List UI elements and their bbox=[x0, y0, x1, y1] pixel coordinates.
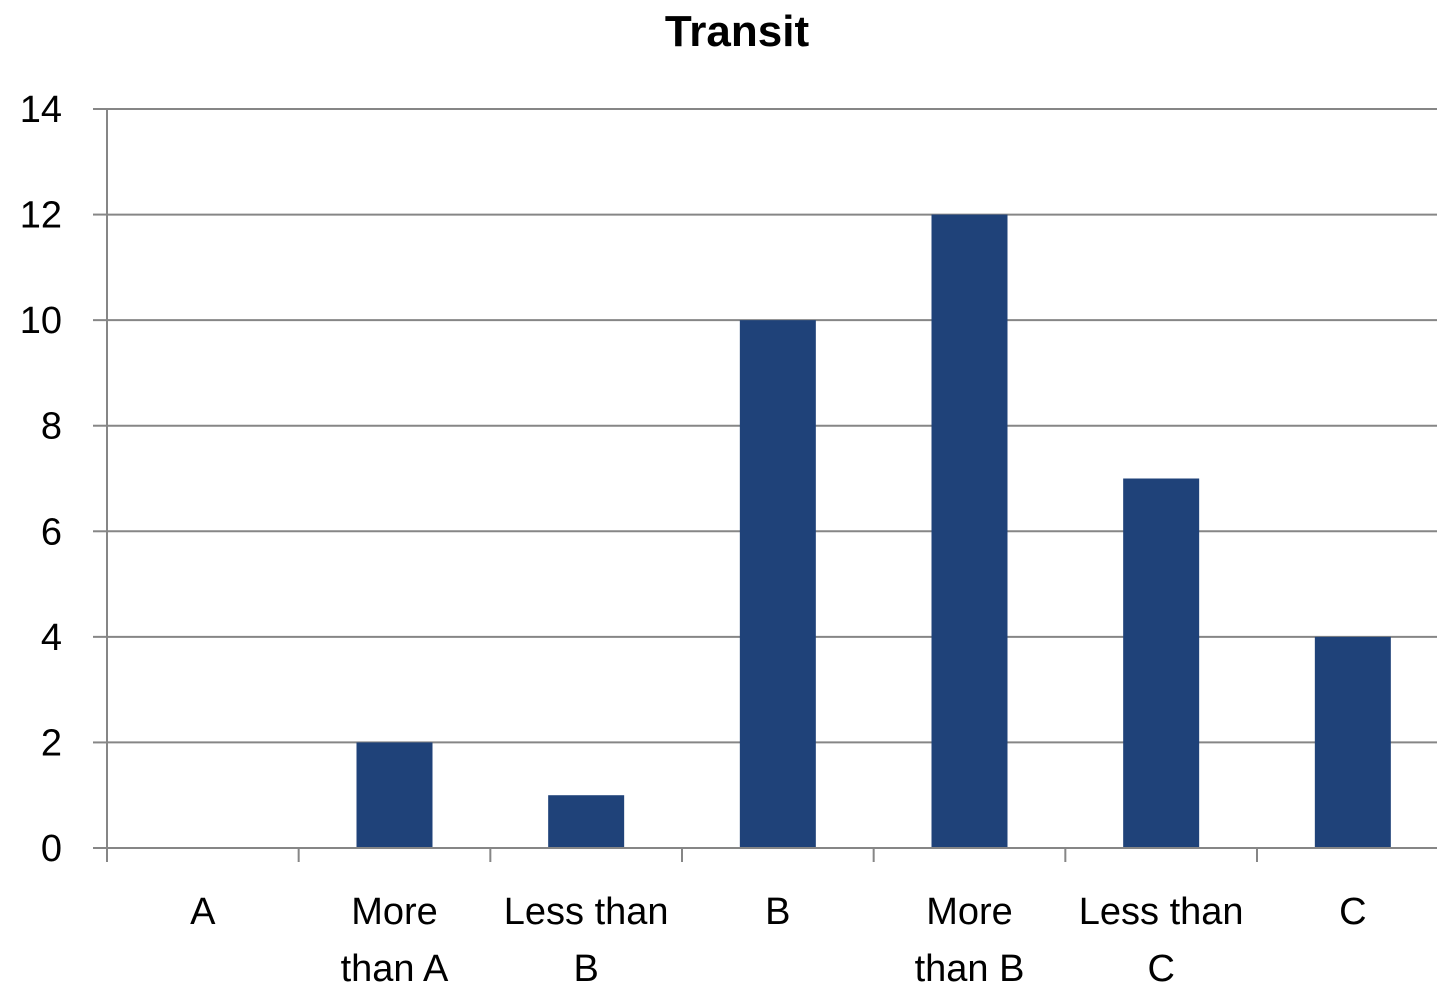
x-tick-label: C bbox=[1339, 891, 1366, 933]
x-tick-label: More than B bbox=[915, 891, 1025, 990]
bar bbox=[931, 214, 1008, 849]
y-tick-label: 12 bbox=[20, 195, 62, 237]
y-tick-labels: 0 2 4 6 8 10 12 14 bbox=[20, 89, 62, 870]
x-tick-label: A bbox=[190, 891, 216, 933]
bar bbox=[548, 795, 625, 848]
bar bbox=[1123, 478, 1200, 848]
y-tick-label: 2 bbox=[41, 722, 62, 764]
bars bbox=[356, 214, 1391, 849]
axes bbox=[93, 108, 1437, 862]
bar bbox=[356, 742, 433, 848]
x-tick-label: More than A bbox=[341, 891, 449, 990]
y-tick-label: 0 bbox=[41, 828, 62, 870]
x-tick-label: Less than B bbox=[504, 891, 669, 990]
bar bbox=[739, 320, 816, 849]
bar bbox=[1314, 636, 1391, 848]
x-tick-labels: A More than A Less than B B More than B Less tha… bbox=[190, 891, 1366, 990]
x-tick-label: B bbox=[765, 891, 790, 933]
y-tick-label: 10 bbox=[20, 300, 62, 342]
chart-title: Transit bbox=[665, 7, 810, 56]
y-tick-label: 8 bbox=[41, 406, 62, 448]
y-tick-label: 6 bbox=[41, 511, 62, 553]
x-tick-label: Less than C bbox=[1079, 891, 1244, 990]
y-tick-label: 14 bbox=[20, 89, 62, 131]
y-tick-label: 4 bbox=[41, 617, 62, 659]
